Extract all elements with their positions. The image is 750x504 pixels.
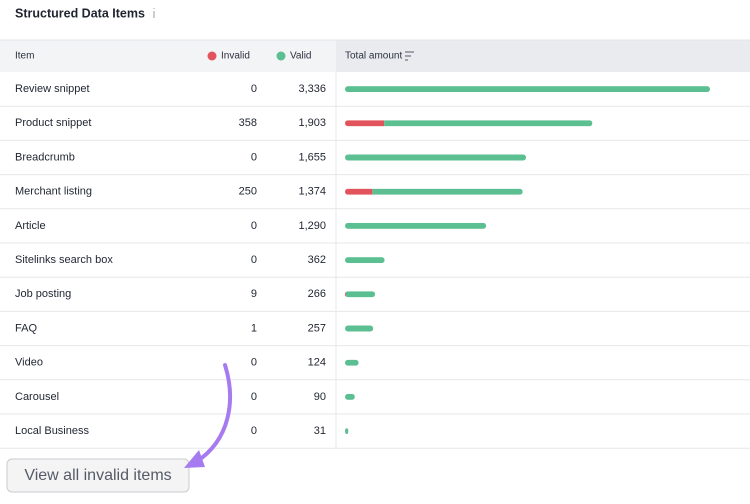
title: Structured Data Items xyxy=(15,6,145,20)
invalid-count: 1 xyxy=(251,322,257,334)
item-name: Local Business xyxy=(15,425,89,437)
bar-invalid xyxy=(345,120,385,127)
item-name: Review snippet xyxy=(15,83,90,95)
button[interactable] xyxy=(6,458,190,493)
column-header: Valid xyxy=(290,51,312,62)
valid-count: 1,290 xyxy=(298,220,326,232)
arrow-head xyxy=(184,450,205,468)
sort-icon[interactable] xyxy=(405,51,414,61)
invalid-count: 0 xyxy=(251,83,257,95)
valid-count: 362 xyxy=(308,254,326,266)
bar-valid xyxy=(345,325,374,332)
item-name: Video xyxy=(15,357,43,369)
bar xyxy=(345,154,527,161)
bar-valid xyxy=(345,257,385,264)
invalid-count: 358 xyxy=(239,117,257,129)
invalid-count: 0 xyxy=(251,151,257,163)
column-header[interactable]: Total amount xyxy=(345,51,402,62)
item-name: Job posting xyxy=(15,288,71,300)
bar xyxy=(345,393,355,400)
bar-valid xyxy=(345,291,376,298)
column-header: Invalid xyxy=(221,51,250,62)
bar xyxy=(345,325,374,332)
item-name: FAQ xyxy=(15,322,37,334)
arrow xyxy=(194,363,232,464)
valid-count: 1,374 xyxy=(298,186,326,198)
bar xyxy=(345,359,359,366)
bar xyxy=(345,257,385,264)
bar xyxy=(345,428,349,435)
valid-count: 1,903 xyxy=(298,117,326,129)
valid-count: 257 xyxy=(308,322,326,334)
bar-valid xyxy=(345,154,527,161)
item-name: Product snippet xyxy=(15,117,91,129)
invalid-count: 0 xyxy=(251,220,257,232)
bar xyxy=(345,291,376,298)
button-label[interactable]: View all invalid items xyxy=(24,467,171,484)
item-name: Sitelinks search box xyxy=(15,254,113,266)
item-name: Breadcrumb xyxy=(15,151,75,163)
column-header: Item xyxy=(15,51,34,62)
invalid-count: 250 xyxy=(239,186,257,198)
valid-count: 124 xyxy=(308,357,326,369)
invalid-count: 0 xyxy=(251,391,257,403)
bar-invalid xyxy=(345,291,346,298)
valid-count: 3,336 xyxy=(298,83,326,95)
item-name: Merchant listing xyxy=(15,186,92,198)
legend-dot xyxy=(207,51,217,61)
bar xyxy=(345,120,593,127)
valid-count: 90 xyxy=(314,391,326,403)
item-name: Carousel xyxy=(15,391,59,403)
valid-count: 266 xyxy=(308,288,326,300)
valid-count: 31 xyxy=(314,425,326,437)
invalid-count: 0 xyxy=(251,254,257,266)
bar-valid xyxy=(345,393,355,400)
valid-count: 1,655 xyxy=(298,151,326,163)
legend-dot xyxy=(276,51,286,61)
invalid-count: 0 xyxy=(251,425,257,437)
bar xyxy=(345,188,523,195)
item-name: Article xyxy=(15,220,46,232)
invalid-count: 0 xyxy=(251,357,257,369)
bar-valid xyxy=(345,428,349,435)
bar-valid xyxy=(345,222,487,229)
bar-valid xyxy=(345,359,359,366)
bar-valid xyxy=(384,120,593,127)
bar-valid xyxy=(345,86,710,93)
invalid-count: 9 xyxy=(251,288,257,300)
bar-invalid xyxy=(345,188,373,195)
bar-valid xyxy=(372,188,523,195)
bar xyxy=(345,86,710,93)
bar xyxy=(345,222,487,229)
